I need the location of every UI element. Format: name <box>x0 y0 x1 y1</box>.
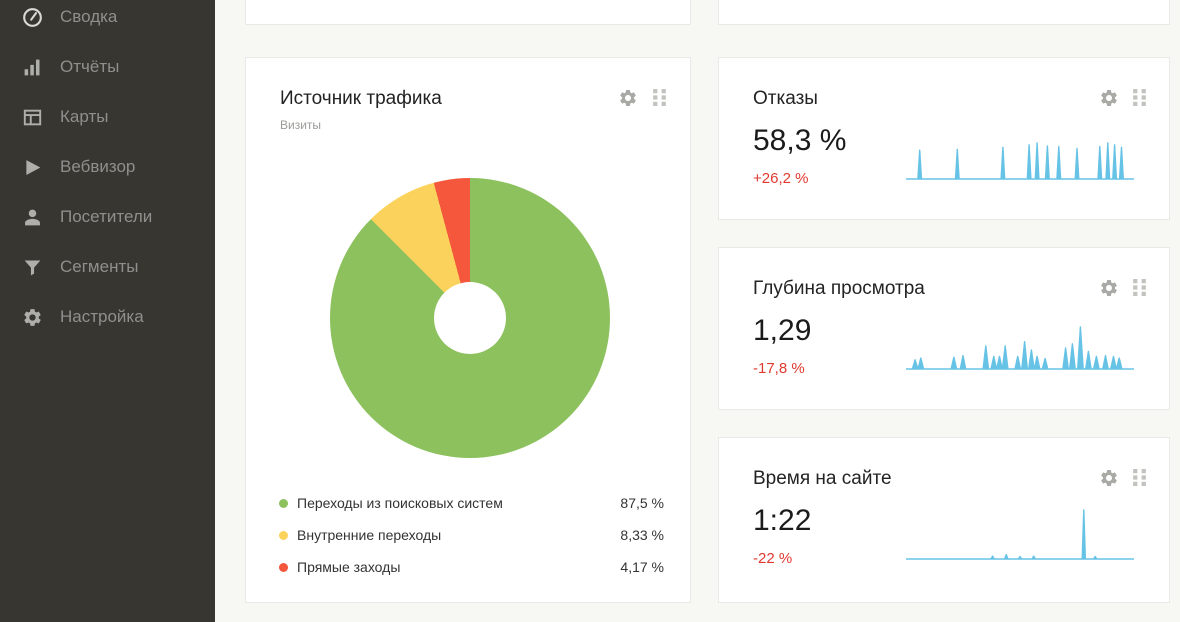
sidebar-item-label: Сегменты <box>60 257 139 276</box>
widget-title: Глубина просмотра <box>753 278 925 299</box>
sidebar-item-reports[interactable]: Отчёты <box>0 42 215 92</box>
legend-dot-green <box>279 498 288 508</box>
widget-bounce-rate: Отказы 58,3 % +26,2 % <box>718 57 1170 220</box>
widget-settings-gear-icon[interactable] <box>1099 468 1119 488</box>
layout-icon <box>22 107 43 128</box>
sidebar-item-label: Карты <box>60 107 109 126</box>
legend-label: Прямые заходы <box>297 559 401 575</box>
widget-settings-gear-icon[interactable] <box>618 88 638 108</box>
page-depth-sparkline <box>906 326 1134 370</box>
widget-settings-gear-icon[interactable] <box>1099 278 1119 298</box>
widget-page-depth: Глубина просмотра 1,29 -17,8 % <box>718 247 1170 410</box>
widget-drag-handle-icon[interactable] <box>1133 469 1146 486</box>
sidebar-item-segments[interactable]: Сегменты <box>0 242 215 292</box>
legend-value: 87,5 % <box>620 495 664 511</box>
legend-item-internal-traffic: Внутренние переходы 8,33 % <box>279 519 664 551</box>
sidebar-item-visitors[interactable]: Посетители <box>0 192 215 242</box>
sidebar-item-webvisor[interactable]: Вебвизор <box>0 142 215 192</box>
sidebar-item-label: Посетители <box>60 207 153 226</box>
legend-dot-red <box>279 562 288 572</box>
legend-value: 8,33 % <box>620 527 664 543</box>
legend-item-search-traffic: Переходы из поисковых систем 87,5 % <box>279 487 664 519</box>
traffic-donut-chart <box>330 178 610 458</box>
legend-dot-yellow <box>279 530 288 540</box>
sidebar-item-summary[interactable]: Сводка <box>0 0 215 42</box>
sidebar: Сводка Отчёты Карты Вебвизор Посетители … <box>0 0 215 622</box>
widget-title: Время на сайте <box>753 468 892 489</box>
metric-delta: -22 % <box>753 550 793 567</box>
metric-value: 1:22 <box>753 504 812 537</box>
legend-item-direct-traffic: Прямые заходы 4,17 % <box>279 551 664 583</box>
traffic-legend: Переходы из поисковых систем 87,5 % Внут… <box>279 487 664 583</box>
widget-subtitle: Визиты <box>280 118 322 132</box>
sidebar-item-label: Сводка <box>60 7 118 26</box>
sidebar-item-maps[interactable]: Карты <box>0 92 215 142</box>
widget-traffic-source: Источник трафика Визиты Переходы из поис… <box>245 57 691 603</box>
funnel-icon <box>22 257 43 278</box>
metric-delta: -17,8 % <box>753 360 805 377</box>
legend-label: Внутренние переходы <box>297 527 442 543</box>
legend-value: 4,17 % <box>620 559 664 575</box>
partial-card-top-left <box>245 0 691 25</box>
sidebar-item-label: Вебвизор <box>60 157 136 176</box>
metric-value: 1,29 <box>753 314 812 347</box>
widget-time-on-site: Время на сайте 1:22 -22 % <box>718 437 1170 603</box>
widget-title: Источник трафика <box>280 88 442 109</box>
legend-label: Переходы из поисковых систем <box>297 495 503 511</box>
person-icon <box>22 207 43 228</box>
metric-value: 58,3 % <box>753 124 847 157</box>
widget-drag-handle-icon[interactable] <box>1133 279 1146 296</box>
widget-title: Отказы <box>753 88 818 109</box>
sidebar-item-label: Отчёты <box>60 57 120 76</box>
sidebar-item-label: Настройка <box>60 307 144 326</box>
sidebar-item-settings[interactable]: Настройка <box>0 292 215 342</box>
widget-drag-handle-icon[interactable] <box>1133 89 1146 106</box>
widget-drag-handle-icon[interactable] <box>653 89 666 106</box>
bounce-rate-sparkline <box>906 142 1134 180</box>
bar-chart-icon <box>22 57 43 78</box>
gear-icon <box>22 307 43 328</box>
partial-card-top-right <box>718 0 1170 25</box>
play-icon <box>22 157 43 178</box>
speedometer-icon <box>22 7 43 28</box>
metric-delta: +26,2 % <box>753 170 809 187</box>
time-on-site-sparkline <box>906 509 1134 560</box>
sidebar-nav: Сводка Отчёты Карты Вебвизор Посетители … <box>0 0 215 342</box>
widget-settings-gear-icon[interactable] <box>1099 88 1119 108</box>
